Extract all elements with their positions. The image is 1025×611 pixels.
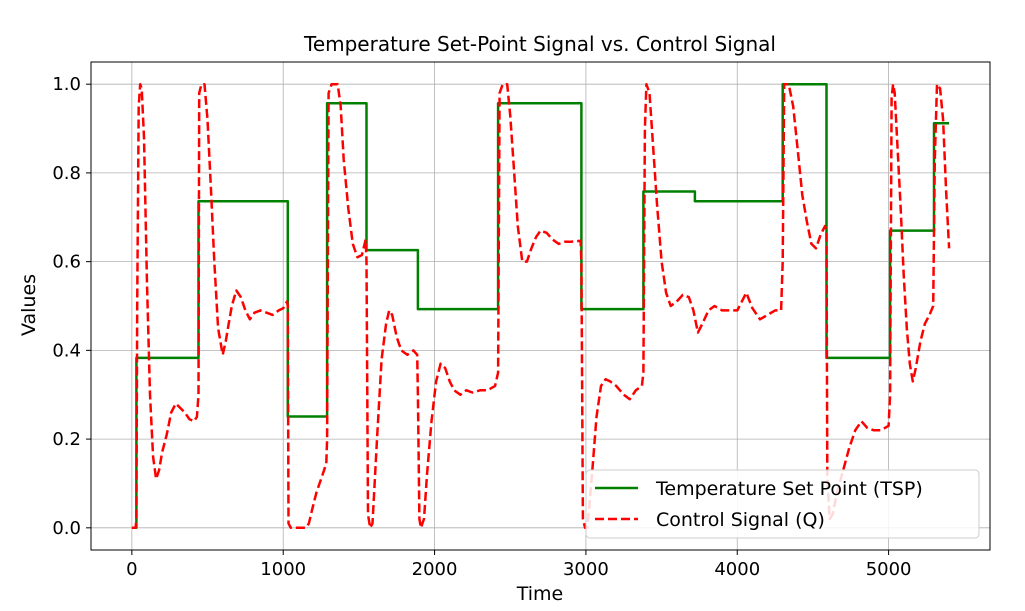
plot-frame <box>90 61 991 551</box>
x-tick-label: 3000 <box>563 559 609 580</box>
series-layer <box>131 82 951 530</box>
legend-label-tsp: Temperature Set Point (TSP) <box>655 478 923 500</box>
legend-label-control: Control Signal (Q) <box>656 509 825 531</box>
x-tick-label: 4000 <box>714 559 760 580</box>
grid <box>91 62 990 550</box>
tick-layer: 0 1000 2000 3000 4000 5000 0.0 0.2 0.4 0.6 0.8 1.0 <box>52 74 911 580</box>
y-axis-title: Values <box>18 274 40 336</box>
x-tick-label: 2000 <box>412 559 458 580</box>
x-tick-label: 5000 <box>866 559 912 580</box>
y-tick-label: 0.2 <box>52 429 81 450</box>
y-tick-label: 0.6 <box>52 252 81 273</box>
series-line-tsp <box>131 82 950 530</box>
chart-title: Temperature Set-Point Signal vs. Control… <box>303 32 776 56</box>
series-line-control-signal <box>131 82 951 530</box>
y-tick-label: 0.0 <box>52 518 81 539</box>
legend-box <box>585 469 980 539</box>
x-axis-title: Time <box>516 583 564 605</box>
legend: Temperature Set Point (TSP) Control Sign… <box>585 469 980 539</box>
x-tick-label: 1000 <box>260 559 306 580</box>
y-tick-label: 0.8 <box>52 163 81 184</box>
y-tick-label: 1.0 <box>52 74 81 95</box>
x-tick-label: 0 <box>126 559 137 580</box>
y-tick-label: 0.4 <box>52 340 81 361</box>
